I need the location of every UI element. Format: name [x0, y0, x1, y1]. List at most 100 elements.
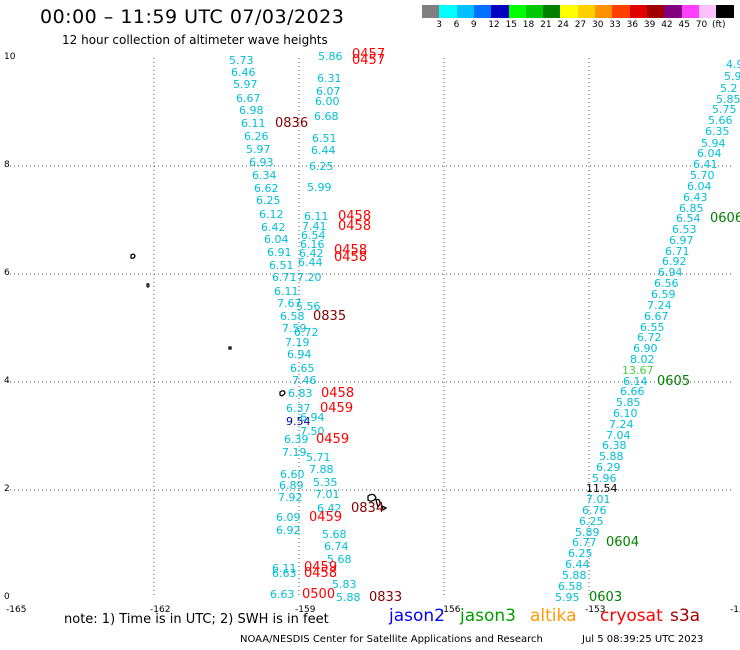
pass-time-label: 0459 — [320, 401, 353, 416]
legend-swatch — [664, 5, 682, 18]
page-title: 00:00 – 11:59 UTC 07/03/2023 — [40, 6, 345, 28]
wave-height-label: 7.20 — [297, 271, 322, 284]
wave-height-label: 6.42 — [299, 247, 324, 260]
wave-height-label: 6.16 — [300, 238, 325, 251]
wave-height-label: 5.88 — [562, 569, 587, 582]
pass-time-label: 0606 — [710, 211, 740, 226]
wave-height-label: 6.98 — [239, 104, 264, 117]
wave-height-label: 6.54 — [301, 229, 326, 242]
wave-height-label: 5.86 — [318, 50, 343, 63]
wave-height-label: 5.71 — [306, 451, 331, 464]
wave-height-label: 5.96 — [592, 472, 617, 485]
legend-swatch — [439, 5, 458, 18]
pass-time-label: 0603 — [589, 590, 622, 605]
legend-value: 18 — [522, 20, 535, 30]
wave-height-label: 6.10 — [613, 407, 638, 420]
wave-height-label: 8.02 — [630, 353, 655, 366]
legend-swatch — [595, 5, 613, 18]
wave-height-label: 6.56 — [654, 277, 679, 290]
lon-tick-label: -15 — [730, 605, 740, 615]
wave-height-label: 6.39 — [284, 433, 309, 446]
wave-height-label: 6.42 — [261, 221, 286, 234]
wave-height-label: 9.54 — [286, 415, 311, 428]
legend-swatch — [456, 5, 475, 18]
wave-height-label: 6.51 — [269, 259, 294, 272]
wave-height-label: 6.41 — [693, 158, 718, 171]
satellite-label: cryosat — [600, 606, 663, 626]
wave-height-label: 5.97 — [246, 143, 271, 156]
wave-height-label: 6.58 — [558, 580, 583, 593]
wave-height-label: 6.46 — [231, 66, 256, 79]
wave-height-label: 6.92 — [276, 524, 301, 537]
satellite-label: jason2 — [389, 606, 445, 626]
wave-height-label: 6.92 — [662, 255, 687, 268]
legend-swatch — [646, 5, 665, 18]
legend-value: 42 — [661, 20, 673, 30]
wave-height-label: 5.35 — [313, 476, 338, 489]
island-outline — [146, 283, 150, 288]
wave-height-label: 6.34 — [252, 169, 277, 182]
pass-time-label: 0458 — [338, 219, 371, 234]
pass-time-label: 0604 — [606, 535, 639, 550]
wave-height-label: 5.2 — [720, 82, 738, 95]
wave-height-label: 13.67 — [622, 364, 654, 377]
lat-tick-label: 6 — [4, 268, 10, 278]
legend-swatch — [491, 5, 509, 18]
lat-tick-label: 0 — [4, 592, 10, 602]
legend-value: 30 — [592, 20, 604, 30]
wave-height-label: 6.65 — [290, 362, 315, 375]
legend-value: 33 — [609, 20, 621, 30]
wave-height-label: 6.76 — [582, 504, 607, 517]
wave-height-label: 6.67 — [236, 92, 261, 105]
wave-height-label: 5.97 — [233, 78, 258, 91]
wave-height-label: 7.24 — [609, 418, 634, 431]
legend-value: 6 — [453, 20, 460, 30]
pass-time-label: 0833 — [369, 590, 402, 605]
wave-height-label: 5.88 — [336, 591, 361, 604]
wave-height-label: 7.24 — [647, 299, 672, 312]
pass-time-label: 0458 — [304, 566, 337, 581]
legend-swatch — [525, 5, 544, 18]
legend-swatch — [422, 5, 440, 18]
wave-height-label: 5.85 — [716, 93, 740, 106]
wave-height-label: 6.04 — [697, 147, 722, 160]
wave-height-label: 5.9 — [724, 70, 740, 83]
wave-height-label: 6.25 — [309, 160, 334, 173]
lon-tick-label: -159 — [295, 605, 316, 615]
wave-height-label: 7.92 — [278, 491, 303, 504]
wave-height-label: 6.77 — [572, 536, 597, 549]
pass-time-label: 0458 — [321, 386, 354, 401]
wave-height-label: 6.60 — [280, 468, 305, 481]
pass-time-label: 0458 — [334, 250, 367, 265]
legend-value: 3 — [436, 20, 443, 30]
wave-height-label: 6.29 — [596, 461, 621, 474]
satellite-label: altika — [530, 606, 577, 626]
legend-swatch — [716, 5, 734, 18]
legend-value: 24 — [557, 20, 569, 30]
wave-height-label: 6.83 — [288, 387, 313, 400]
pass-time-label: 0457 — [352, 53, 385, 68]
island-outline — [130, 253, 136, 259]
wave-height-label: 6.59 — [651, 288, 676, 301]
pass-time-label: 0457 — [352, 47, 385, 62]
lat-tick-label: 10 — [4, 52, 16, 62]
wave-height-label: 5.89 — [575, 526, 600, 539]
wave-height-label: 6.91 — [267, 246, 292, 259]
wave-height-label: 5.68 — [327, 553, 352, 566]
wave-height-label: 7.50 — [300, 425, 325, 438]
wave-height-label: 5.66 — [708, 114, 733, 127]
wave-height-label: 6.72 — [294, 326, 319, 339]
wave-height-label: 6.35 — [705, 125, 730, 138]
satellite-label: s3a — [670, 606, 701, 626]
lat-tick-label: 4 — [4, 376, 10, 386]
wave-height-label: 6.38 — [602, 439, 627, 452]
island-outline — [279, 390, 286, 397]
wave-height-label: 6.37 — [286, 402, 311, 415]
pass-time-label: 0459 — [309, 510, 342, 525]
wave-height-label: 5.73 — [229, 54, 254, 67]
pass-time-label: 0458 — [334, 243, 367, 258]
wave-height-label: 6.26 — [244, 130, 269, 143]
wave-height-label: 6.55 — [640, 321, 665, 334]
legend-swatch — [698, 5, 717, 18]
wave-height-label: 6.58 — [280, 310, 305, 323]
